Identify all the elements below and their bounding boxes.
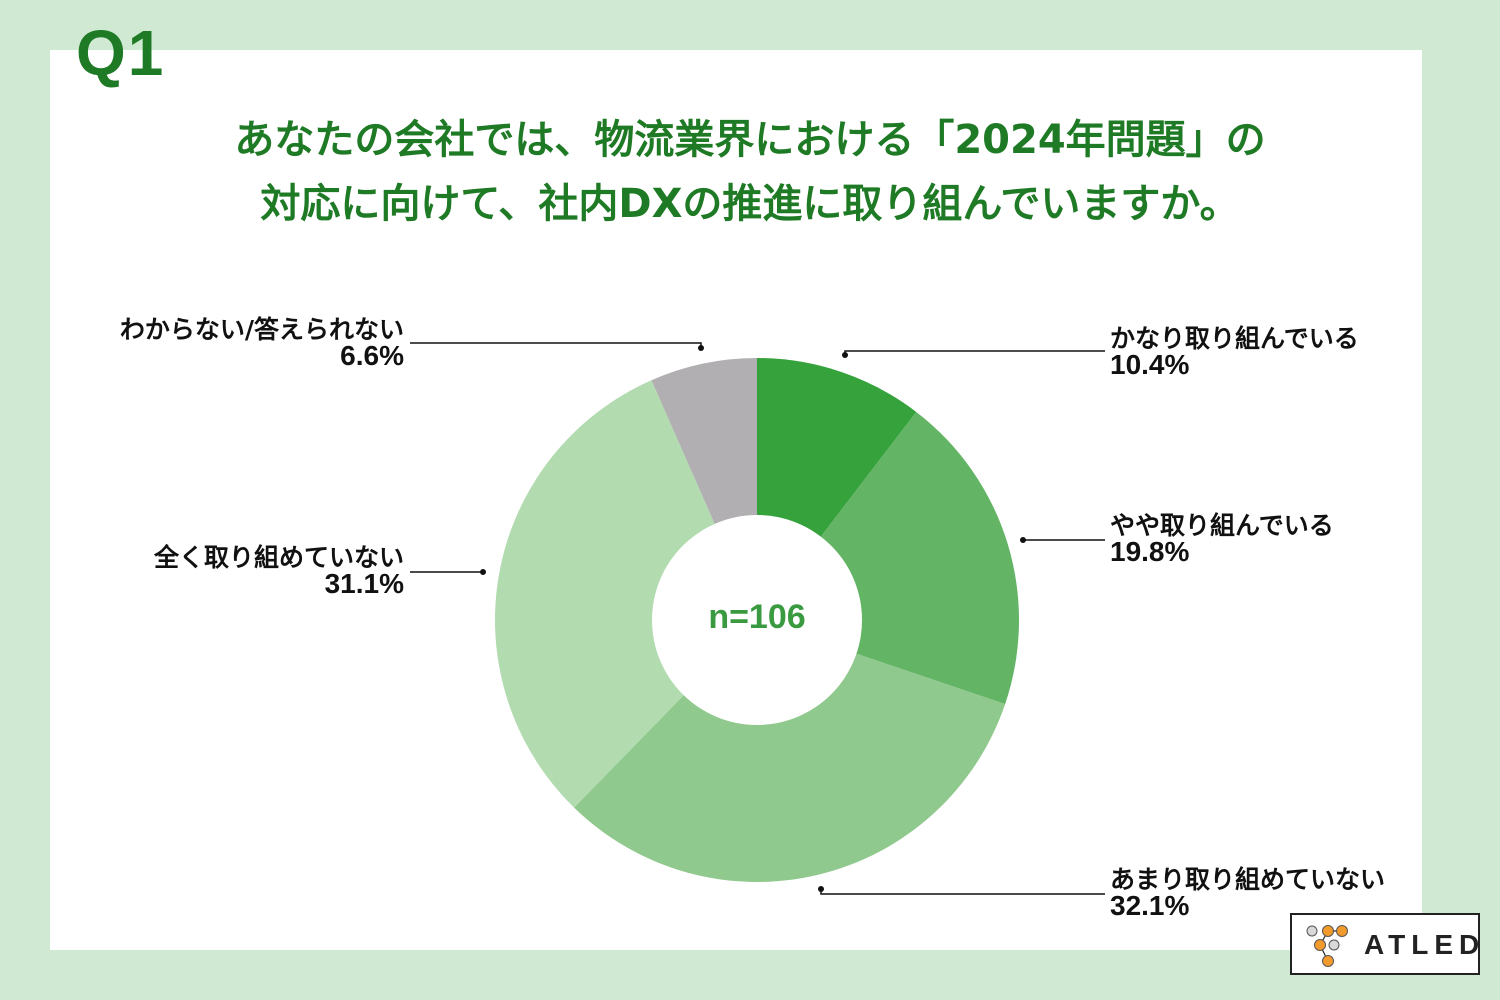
donut-slices — [495, 358, 1019, 883]
label-yaya-name: やや取り組んでいる — [1110, 511, 1334, 540]
label-kanari-pct: 10.4% — [1110, 349, 1190, 380]
leader-dots — [480, 345, 1026, 892]
label-wakaranai-name: わからない/答えられない — [119, 315, 404, 344]
label-kanari-name: かなり取り組んでいる — [1110, 324, 1359, 353]
donut-slice — [574, 620, 1006, 883]
question-title-line-2: 対応に向けて、社内DXの推進に取り組んでいますか。 — [260, 181, 1240, 227]
leader-line-amari — [820, 889, 1105, 895]
label-amari-name: あまり取り組めていない — [1110, 865, 1386, 894]
label-wakaranai-pct: 6.6% — [340, 340, 404, 371]
donut-slice — [495, 380, 757, 808]
label-kanari: かなり取り組んでいる 10.4% — [1110, 324, 1359, 380]
label-amari-pct: 32.1% — [1110, 890, 1190, 921]
label-mattaku: 全く取り組めていない 31.1% — [153, 543, 404, 599]
sample-size-label: n=106 — [708, 598, 806, 636]
label-yaya-pct: 19.8% — [1110, 536, 1190, 567]
leader-line-kanari — [844, 350, 1105, 355]
leader-line-wakaranai — [410, 342, 702, 348]
question-title-line-1: あなたの会社では、物流業界における「2024年問題」の — [234, 117, 1266, 163]
label-mattaku-pct: 31.1% — [324, 568, 404, 599]
label-wakaranai: わからない/答えられない 6.6% — [119, 315, 404, 371]
question-title: あなたの会社では、物流業界における「2024年問題」の 対応に向けて、社内DXの… — [100, 108, 1400, 236]
donut-hole — [652, 515, 862, 725]
atled-logo: ATLED — [1290, 913, 1480, 975]
atled-molecule-icon — [1306, 925, 1348, 967]
label-amari: あまり取り組めていない 32.1% — [1110, 865, 1386, 921]
label-mattaku-name: 全く取り組めていない — [153, 543, 404, 572]
label-yaya: やや取り組んでいる 19.8% — [1110, 511, 1334, 567]
question-number: Q1 — [76, 17, 166, 89]
atled-logo-text: ATLED — [1364, 929, 1486, 960]
